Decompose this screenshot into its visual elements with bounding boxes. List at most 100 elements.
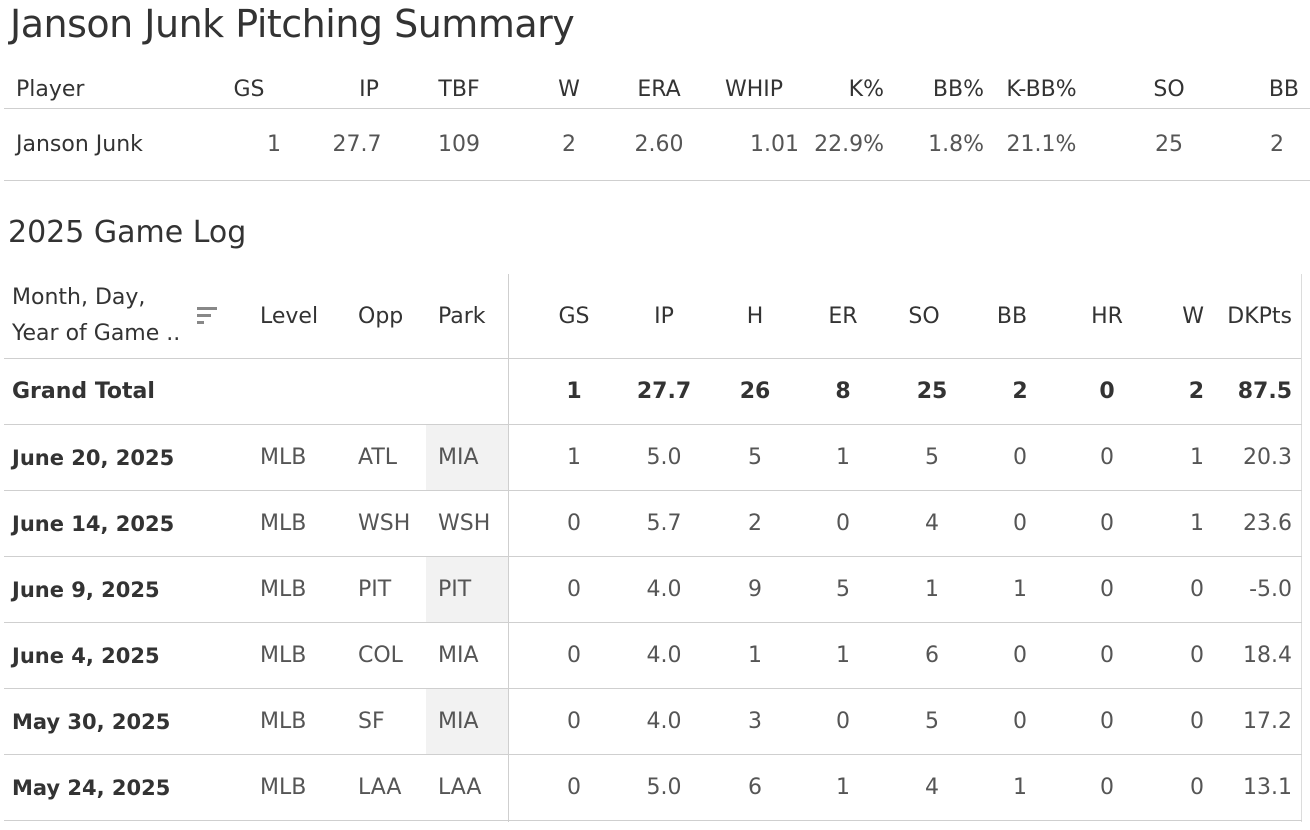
cell-gs: 0	[567, 709, 581, 734]
cell-gs: 1	[566, 379, 582, 404]
summary-era: 2.60	[634, 132, 684, 157]
summary-header-bb[interactable]: BB	[1268, 76, 1299, 102]
cell-er: 1	[836, 643, 850, 668]
summary-header-player[interactable]: Player	[16, 76, 85, 102]
game-level: MLB	[260, 709, 307, 734]
cell-bb: 0	[1013, 643, 1027, 668]
header-ip[interactable]: IP	[654, 303, 674, 329]
cell-h: 5	[748, 445, 762, 470]
summary-header-whip[interactable]: WHIP	[724, 76, 784, 102]
cell-so: 6	[925, 643, 939, 668]
summary-header-row: Player GS IP TBF W ERA WHIP K% BB% K-BB%…	[4, 70, 1310, 109]
cell-hr: 0	[1100, 577, 1114, 602]
summary-row: Janson Junk 1 27.7 109 2 2.60 1.01 22.9%…	[4, 109, 1310, 181]
cell-w: 0	[1190, 775, 1204, 800]
summary-header-k-pct[interactable]: K%	[848, 76, 884, 102]
cell-hr: 0	[1100, 445, 1114, 470]
cell-w: 1	[1190, 511, 1204, 536]
cell-bb: 1	[1013, 775, 1027, 800]
header-er[interactable]: ER	[828, 303, 858, 329]
cell-gs: 0	[567, 643, 581, 668]
cell-h: 1	[748, 643, 762, 668]
game-date[interactable]: May 24, 2025	[12, 775, 171, 800]
game-date[interactable]: May 30, 2025	[12, 709, 171, 734]
table-row[interactable]: May 30, 2025 MLB SF MIA 0 4.0 3 0 5 0 0 0 17.2	[4, 689, 1302, 755]
cell-so: 4	[925, 511, 939, 536]
header-dkpts[interactable]: DKPts	[1227, 303, 1292, 329]
cell-h: 9	[748, 577, 762, 602]
header-date[interactable]: Month, Day, Year of Game ..	[12, 274, 180, 358]
cell-h: 26	[739, 379, 771, 404]
cell-er: 1	[836, 775, 850, 800]
table-row[interactable]: June 4, 2025 MLB COL MIA 0 4.0 1 1 6 0 0 0 18.4	[4, 623, 1302, 689]
game-date[interactable]: June 4, 2025	[12, 643, 160, 668]
game-park: MIA	[438, 643, 479, 668]
cell-ip: 4.0	[646, 577, 682, 602]
cell-bb: 0	[1013, 511, 1027, 536]
cell-ip: 27.7	[636, 379, 692, 404]
cell-h: 2	[748, 511, 762, 536]
header-so[interactable]: SO	[908, 303, 940, 329]
game-opponent: PIT	[358, 577, 392, 602]
header-w[interactable]: W	[1182, 303, 1204, 329]
header-date-line2: Year of Game ..	[12, 321, 181, 346]
table-row[interactable]: June 20, 2025 MLB ATL MIA 1 5.0 5 1 5 0 0 1 20.3	[4, 425, 1302, 491]
cell-ip: 4.0	[646, 709, 682, 734]
header-bb[interactable]: BB	[996, 303, 1028, 329]
grand-total-label: Grand Total	[12, 379, 155, 404]
sort-descending-icon[interactable]	[195, 304, 219, 328]
summary-header-bb-pct[interactable]: BB%	[932, 76, 984, 102]
summary-header-ip[interactable]: IP	[359, 76, 379, 102]
cell-hr: 0	[1099, 379, 1115, 404]
header-park[interactable]: Park	[438, 303, 486, 329]
cell-dkpts: 23.6	[1243, 511, 1292, 536]
game-park: WSH	[438, 511, 491, 536]
game-date[interactable]: June 14, 2025	[12, 511, 175, 536]
cell-ip: 5.0	[646, 775, 682, 800]
cell-gs: 0	[567, 511, 581, 536]
summary-bb: 2	[1270, 132, 1284, 157]
table-right-border	[1301, 274, 1302, 822]
header-level[interactable]: Level	[260, 303, 319, 329]
cell-w: 0	[1190, 643, 1204, 668]
summary-header-k-bb-pct[interactable]: K-BB%	[1006, 76, 1077, 102]
summary-header-so[interactable]: SO	[1153, 76, 1185, 102]
summary-header-w[interactable]: W	[558, 76, 580, 102]
game-level: MLB	[260, 775, 307, 800]
cell-so: 25	[916, 379, 948, 404]
header-h[interactable]: H	[746, 303, 764, 329]
summary-header-gs[interactable]: GS	[233, 76, 265, 102]
game-date[interactable]: June 20, 2025	[12, 445, 175, 470]
summary-header-tbf[interactable]: TBF	[438, 76, 480, 102]
summary-bb-pct: 1.8%	[928, 132, 984, 157]
game-level: MLB	[260, 445, 307, 470]
cell-gs: 1	[567, 445, 581, 470]
game-level: MLB	[260, 577, 307, 602]
grand-total-row: Grand Total 1 27.7 26 8 25 2 0 2 87.5	[4, 359, 1302, 425]
table-row[interactable]: June 14, 2025 MLB WSH WSH 0 5.7 2 0 4 0 0 1 23.6	[4, 491, 1302, 557]
summary-header-era[interactable]: ERA	[637, 76, 681, 102]
cell-bb: 0	[1013, 445, 1027, 470]
header-opp[interactable]: Opp	[358, 303, 404, 329]
cell-er: 1	[836, 445, 850, 470]
game-park: MIA	[438, 709, 479, 734]
summary-player-name: Janson Junk	[16, 132, 143, 157]
game-opponent: ATL	[358, 445, 398, 470]
table-row[interactable]: June 9, 2025 MLB PIT PIT 0 4.0 9 5 1 1 0 0 -5.0	[4, 557, 1302, 623]
table-row[interactable]: May 24, 2025 MLB LAA LAA 0 5.0 6 1 4 1 0 0 13.1	[4, 755, 1302, 821]
header-gs[interactable]: GS	[558, 303, 590, 329]
cell-dkpts: 87.5	[1237, 379, 1292, 404]
game-park: PIT	[438, 577, 472, 602]
summary-tbf: 109	[438, 132, 480, 157]
cell-h: 6	[748, 775, 762, 800]
cell-dkpts: 20.3	[1243, 445, 1292, 470]
game-level: MLB	[260, 643, 307, 668]
game-date[interactable]: June 9, 2025	[12, 577, 160, 602]
page-title: Janson Junk Pitching Summary	[10, 2, 575, 46]
cell-ip: 5.0	[646, 445, 682, 470]
header-hr[interactable]: HR	[1091, 303, 1123, 329]
game-opponent: COL	[358, 643, 403, 668]
cell-hr: 0	[1100, 511, 1114, 536]
cell-er: 0	[836, 709, 850, 734]
cell-so: 5	[925, 709, 939, 734]
